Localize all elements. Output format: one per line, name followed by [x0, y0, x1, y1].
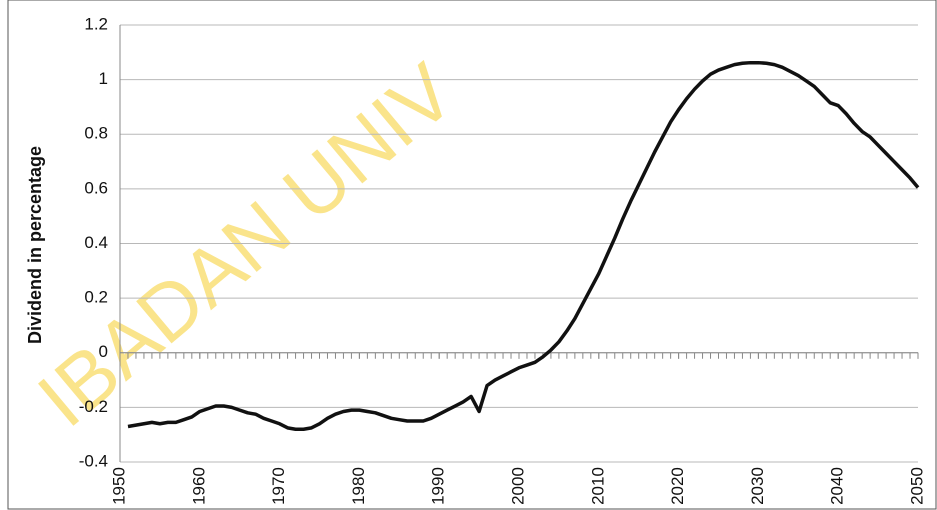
y-tick-label: 1.2	[84, 14, 108, 33]
x-tick-label: 2010	[588, 467, 607, 505]
y-axis-label: Dividend in percentage	[25, 146, 45, 344]
x-tick-label: 1970	[269, 467, 288, 505]
y-tick-label: 0.2	[84, 288, 108, 307]
x-tick-label: 2030	[748, 467, 767, 505]
y-tick-label: 0	[99, 342, 108, 361]
x-tick-label: 1990	[429, 467, 448, 505]
x-tick-label: 1960	[189, 467, 208, 505]
x-tick-label: 2050	[907, 467, 926, 505]
x-tick-label: 2020	[668, 467, 687, 505]
y-tick-label: 1	[99, 69, 108, 88]
y-tick-label: -0.2	[79, 397, 108, 416]
x-tick-label: 1980	[349, 467, 368, 505]
x-tick-label: 2040	[828, 467, 847, 505]
x-tick-label: 2000	[508, 467, 527, 505]
x-tick-label: 1950	[109, 467, 128, 505]
chart-frame	[7, 0, 937, 510]
y-tick-label: 0.8	[84, 124, 108, 143]
y-tick-label: -0.4	[79, 451, 108, 470]
data-line	[127, 60, 920, 431]
y-tick-label: 0.4	[84, 233, 108, 252]
y-tick-label: 0.6	[84, 178, 108, 197]
